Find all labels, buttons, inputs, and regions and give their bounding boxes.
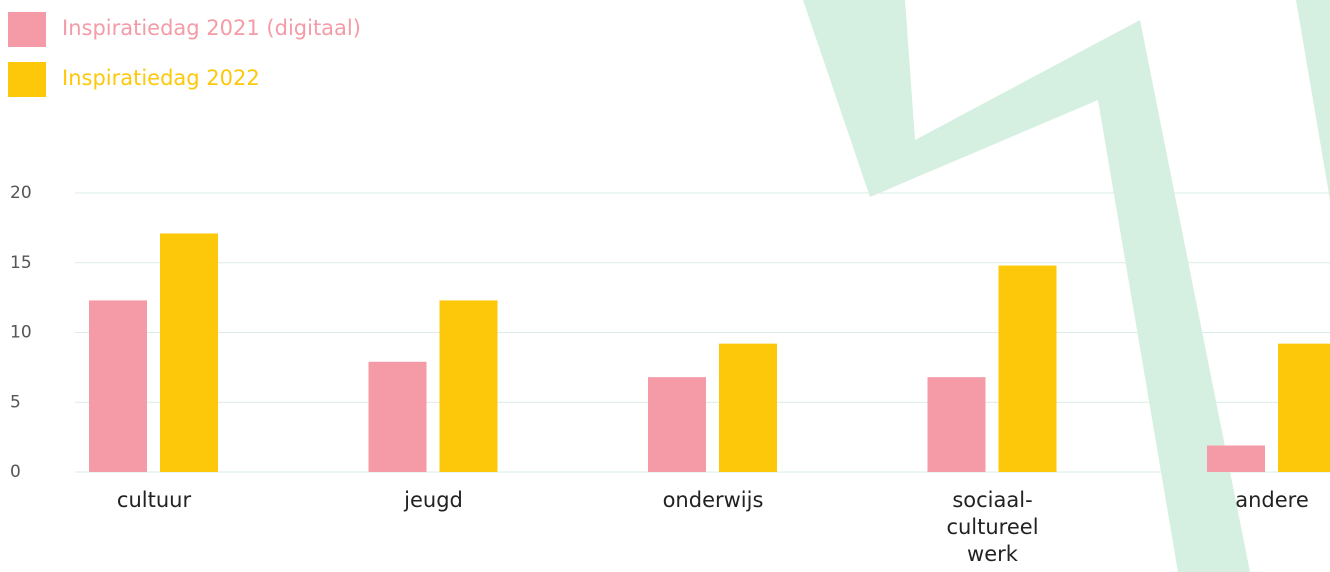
bar (1278, 344, 1330, 472)
bar (89, 300, 147, 472)
x-tick-label: sociaal-cultureel werk (938, 487, 1048, 568)
y-tick-label: 0 (10, 462, 21, 482)
bar (1207, 445, 1265, 472)
y-tick-label: 15 (10, 253, 32, 273)
x-tick-label: onderwijs (658, 487, 768, 514)
y-tick-label: 10 (10, 323, 32, 343)
bar (719, 344, 777, 472)
x-tick-label: cultuur (99, 487, 209, 514)
legend-label: Inspiratiedag 2022 (62, 66, 260, 90)
decoration (1296, 0, 1330, 200)
bar (928, 377, 986, 472)
x-tick-label: jeugd (379, 487, 489, 514)
bar (440, 300, 498, 472)
legend-swatch (8, 62, 46, 97)
y-tick-label: 20 (10, 183, 32, 203)
bar (160, 233, 218, 472)
legend-label: Inspiratiedag 2021 (digitaal) (62, 16, 361, 40)
x-tick-label: andere (1217, 487, 1327, 514)
bar (648, 377, 706, 472)
bar (369, 362, 427, 472)
page: {"chart_data":{"type":"bar","categories"… (0, 0, 1330, 572)
y-tick-label: 5 (10, 392, 21, 412)
legend-swatch (8, 12, 46, 47)
bar (999, 266, 1057, 472)
